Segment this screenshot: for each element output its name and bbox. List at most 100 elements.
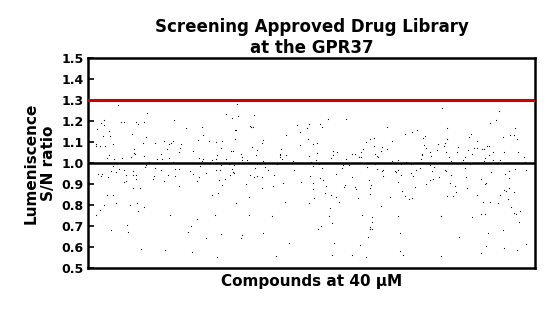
Point — [332, 194, 341, 199]
Point — [458, 157, 467, 162]
Point — [198, 158, 206, 163]
Point — [130, 152, 139, 157]
Point — [345, 163, 354, 168]
Point — [159, 161, 168, 166]
Point — [186, 168, 195, 173]
Point — [197, 125, 206, 130]
Point — [406, 170, 415, 175]
Point — [212, 153, 221, 158]
Point — [129, 186, 137, 191]
Point — [320, 191, 329, 196]
Point — [398, 189, 407, 194]
Point — [212, 255, 221, 260]
Point — [245, 212, 253, 217]
Point — [309, 141, 317, 147]
Point — [323, 116, 332, 121]
Point — [242, 157, 251, 162]
Point — [93, 126, 102, 131]
Point — [246, 124, 254, 129]
Point — [443, 194, 452, 199]
Point — [410, 185, 419, 190]
Point — [253, 162, 262, 167]
Point — [341, 182, 349, 188]
Point — [489, 149, 498, 154]
Point — [351, 151, 359, 156]
Point — [160, 179, 168, 184]
Point — [129, 172, 137, 177]
Point — [442, 168, 450, 173]
Point — [282, 132, 291, 137]
Point — [379, 167, 388, 172]
Point — [278, 157, 286, 162]
Point — [437, 214, 445, 219]
Point — [407, 160, 416, 165]
Point — [309, 186, 317, 191]
Point — [488, 158, 497, 163]
Point — [317, 165, 326, 171]
Point — [226, 148, 235, 153]
Point — [363, 164, 371, 169]
Point — [107, 228, 115, 233]
Point — [114, 103, 123, 108]
Point — [112, 170, 120, 175]
Point — [377, 203, 386, 209]
Point — [230, 128, 239, 133]
Point — [237, 151, 246, 157]
Point — [107, 169, 115, 174]
Point — [396, 230, 405, 235]
Point — [251, 165, 259, 170]
Point — [276, 152, 285, 158]
Point — [268, 184, 277, 189]
Point — [419, 142, 428, 147]
Point — [327, 221, 336, 226]
Point — [201, 170, 210, 175]
Point — [263, 167, 272, 172]
Point — [217, 232, 226, 237]
Point — [276, 155, 285, 160]
Point — [388, 138, 397, 143]
Point — [492, 118, 501, 123]
Point — [98, 172, 107, 177]
Point — [468, 214, 477, 219]
Point — [391, 168, 400, 173]
Point — [522, 168, 530, 173]
Point — [257, 174, 266, 180]
Point — [326, 192, 335, 197]
Point — [169, 117, 178, 122]
Point — [341, 156, 350, 161]
Point — [238, 154, 247, 160]
Point — [447, 159, 455, 164]
Point — [228, 115, 237, 120]
Point — [495, 109, 503, 114]
Point — [314, 226, 322, 232]
Point — [453, 150, 461, 155]
Point — [310, 195, 319, 200]
Point — [501, 171, 509, 176]
Point — [229, 170, 238, 175]
Point — [342, 117, 351, 122]
Point — [253, 148, 262, 153]
Point — [231, 200, 240, 205]
Point — [501, 188, 510, 193]
Point — [225, 172, 234, 177]
Point — [305, 154, 314, 159]
Point — [365, 178, 374, 183]
Point — [473, 138, 481, 143]
Point — [211, 168, 220, 173]
Point — [316, 122, 325, 127]
Point — [394, 158, 402, 163]
Point — [442, 136, 451, 141]
Point — [130, 150, 139, 155]
Point — [473, 145, 481, 150]
Point — [312, 151, 321, 156]
Point — [293, 123, 301, 128]
Point — [445, 180, 454, 185]
Point — [168, 138, 177, 143]
Point — [99, 203, 108, 208]
Point — [521, 159, 529, 164]
Point — [367, 182, 375, 187]
Point — [370, 143, 379, 149]
Point — [466, 131, 475, 137]
Point — [136, 185, 145, 191]
Point — [105, 133, 114, 139]
